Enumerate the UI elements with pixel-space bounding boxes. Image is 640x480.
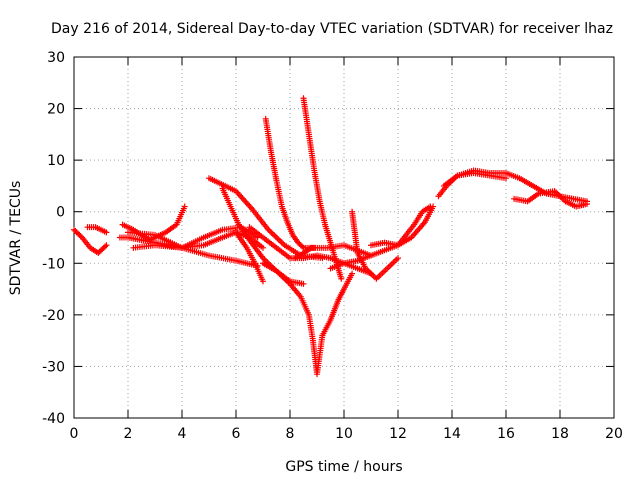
- data-point-trail: [271, 232, 278, 239]
- y-tick-label: -10: [42, 256, 65, 272]
- data-point: [427, 203, 434, 210]
- data-point: [395, 255, 401, 262]
- data-series-arc-13: [300, 95, 345, 282]
- x-tick-label: 4: [178, 426, 187, 442]
- data-point: [260, 278, 266, 285]
- data-point-trail: [277, 238, 284, 245]
- x-tick-label: 18: [551, 426, 569, 442]
- data-series-arc-8: [206, 175, 326, 262]
- tick-layer: 0 2 4 6 8 10 12 14 16 18 20 -40 -30 -20 -10 0 10 20 30: [42, 50, 623, 442]
- data-point-trail: [102, 243, 109, 250]
- y-tick-label: 30: [47, 50, 65, 66]
- data-series-arc-17: [349, 208, 401, 282]
- y-axis-label: SDTVAR / TECUs: [8, 181, 24, 296]
- x-tick-label: 20: [605, 426, 623, 442]
- grid-layer: [74, 57, 614, 418]
- data-point: [349, 270, 356, 277]
- data-point: [338, 275, 345, 282]
- data-point-trail: [268, 229, 275, 236]
- data-series-arc-16: [292, 242, 374, 262]
- x-tick-label: 16: [497, 426, 515, 442]
- data-point: [103, 229, 110, 236]
- data-series-arc-10: [233, 229, 266, 285]
- x-tick-label: 6: [232, 426, 241, 442]
- y-tick-label: 20: [47, 102, 65, 118]
- data-point-trail: [278, 239, 285, 246]
- x-axis-label: GPS time / hours: [285, 459, 402, 475]
- y-tick-label: -40: [42, 411, 65, 427]
- chart-title: Day 216 of 2014, Sidereal Day-to-day VTE…: [51, 21, 613, 37]
- data-point-trail: [266, 228, 273, 235]
- data-layer: [71, 95, 590, 378]
- data-series-arc-2: [84, 224, 110, 236]
- data-series-arc-22: [511, 188, 590, 210]
- x-tick-label: 12: [389, 426, 407, 442]
- data-point: [300, 280, 307, 287]
- y-tick-label: -20: [42, 308, 65, 324]
- data-series-arc-15: [319, 270, 356, 339]
- data-point-trail: [274, 235, 281, 242]
- data-point: [103, 242, 110, 249]
- data-point-trail: [299, 243, 306, 250]
- x-tick-label: 2: [124, 426, 133, 442]
- data-series-arc-21: [440, 170, 509, 189]
- data-series-arc-19: [368, 203, 434, 249]
- data-series-arc-12: [262, 115, 318, 251]
- data-point: [260, 244, 266, 251]
- x-tick-label: 10: [335, 426, 353, 442]
- data-point: [181, 203, 188, 210]
- y-tick-label: 0: [56, 205, 65, 221]
- data-series-arc-18: [327, 203, 437, 272]
- y-tick-label: -30: [42, 359, 65, 375]
- data-point-trail: [275, 236, 282, 243]
- data-point-trail: [269, 230, 276, 237]
- data-series-arc-14: [260, 260, 326, 378]
- y-tick-label: 10: [47, 153, 65, 169]
- data-point-trail: [77, 233, 84, 240]
- data-point: [584, 200, 590, 207]
- x-tick-label: 14: [443, 426, 461, 442]
- data-series-arc-1: [71, 226, 110, 256]
- data-point-trail: [272, 233, 279, 240]
- x-tick-label: 8: [286, 426, 295, 442]
- data-point: [503, 175, 509, 182]
- x-tick-label: 0: [70, 426, 79, 442]
